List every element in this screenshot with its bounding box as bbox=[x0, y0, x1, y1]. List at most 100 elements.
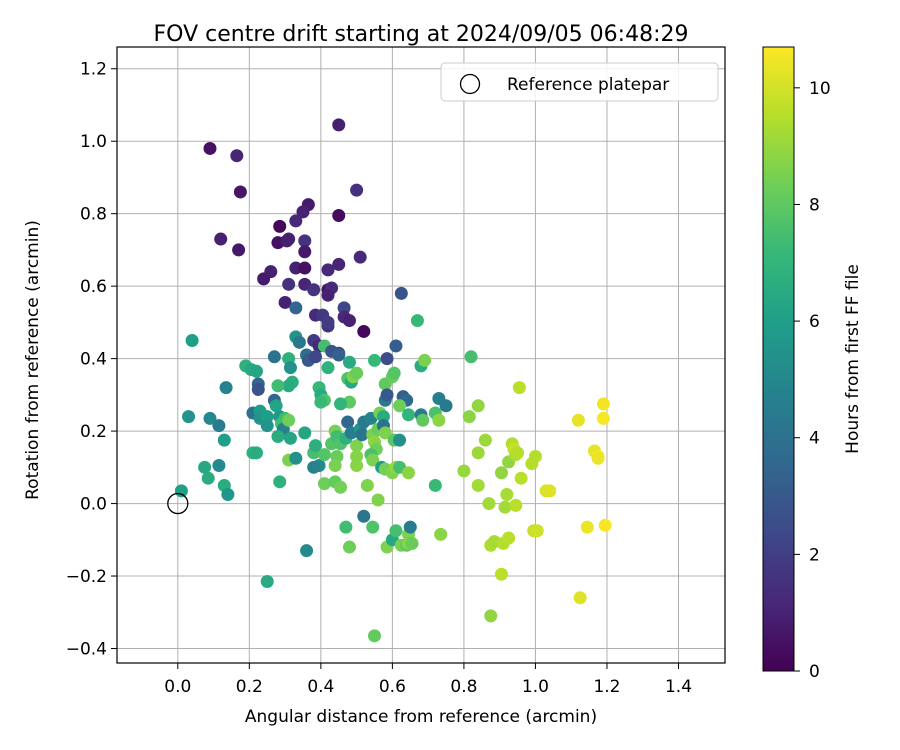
scatter-point bbox=[273, 219, 287, 233]
scatter-point bbox=[350, 439, 364, 453]
colorbar-tick-label: 6 bbox=[809, 312, 820, 332]
x-tick-label: 0.8 bbox=[450, 677, 477, 697]
scatter-point bbox=[357, 324, 371, 338]
scatter-point bbox=[283, 361, 297, 375]
scatter-point bbox=[350, 449, 364, 463]
scatter-point bbox=[482, 497, 496, 511]
scatter-point bbox=[439, 399, 453, 413]
scatter-point bbox=[219, 381, 233, 395]
scatter-point bbox=[298, 261, 312, 275]
scatter-point bbox=[271, 379, 285, 393]
scatter-point bbox=[405, 536, 419, 550]
scatter-point bbox=[203, 141, 217, 155]
scatter-point bbox=[332, 208, 346, 222]
scatter-point bbox=[321, 263, 335, 277]
scatter-point bbox=[366, 453, 380, 467]
plot-frame bbox=[116, 46, 726, 664]
scatter-point bbox=[471, 478, 485, 492]
colorbar-tick-label: 10 bbox=[809, 79, 831, 99]
scatter-point bbox=[342, 540, 356, 554]
colorbar bbox=[762, 46, 795, 672]
scatter-point bbox=[174, 484, 188, 498]
scatter-point bbox=[334, 397, 348, 411]
colorbar-tick-label: 4 bbox=[809, 429, 820, 449]
scatter-point bbox=[498, 500, 512, 514]
y-tick-label: −0.4 bbox=[66, 640, 107, 660]
scatter-point bbox=[484, 609, 498, 623]
scatter-point bbox=[350, 183, 364, 197]
scatter-point bbox=[317, 477, 331, 491]
scatter-point bbox=[471, 399, 485, 413]
colorbar-tick-label: 2 bbox=[809, 545, 820, 565]
scatter-point bbox=[267, 350, 281, 364]
scatter-point bbox=[289, 261, 303, 275]
scatter-point bbox=[212, 459, 226, 473]
scatter-point bbox=[321, 315, 335, 329]
chart-title: FOV centre drift starting at 2024/09/05 … bbox=[154, 22, 689, 47]
scatter-point bbox=[249, 446, 263, 460]
x-tick-label: 0.2 bbox=[236, 677, 263, 697]
scatter-point bbox=[360, 478, 374, 492]
scatter-point bbox=[598, 518, 612, 532]
scatter-point bbox=[471, 446, 485, 460]
grid-lines bbox=[117, 47, 725, 663]
scatter-point bbox=[282, 413, 296, 427]
scatter-point bbox=[401, 466, 415, 480]
scatter-point bbox=[368, 353, 382, 367]
y-tick-label: −0.2 bbox=[66, 567, 107, 587]
scatter-point bbox=[591, 451, 605, 465]
scatter-point bbox=[380, 388, 394, 402]
scatter-point bbox=[500, 488, 514, 502]
scatter-point bbox=[428, 478, 442, 492]
y-tick-label: 0.6 bbox=[80, 277, 107, 297]
y-tick-label: 0.4 bbox=[80, 350, 107, 370]
x-axis-ticks: 0.0 0.2 0.4 0.6 0.8 1.0 1.2 1.4 bbox=[164, 663, 692, 697]
scatter-point bbox=[350, 366, 364, 380]
scatter-point bbox=[307, 460, 321, 474]
scatter-point bbox=[217, 433, 231, 447]
x-axis-label: Angular distance from reference (arcmin) bbox=[245, 707, 597, 727]
scatter-point bbox=[317, 448, 331, 462]
scatter-point bbox=[214, 232, 228, 246]
scatter-point bbox=[342, 314, 356, 328]
scatter-point bbox=[571, 413, 585, 427]
scatter-point bbox=[462, 410, 476, 424]
scatter-point bbox=[368, 629, 382, 643]
scatter-point bbox=[289, 451, 303, 465]
scatter-point bbox=[251, 382, 265, 396]
y-tick-label: 0.2 bbox=[80, 422, 107, 442]
scatter-point bbox=[271, 430, 285, 444]
x-tick-label: 1.4 bbox=[665, 677, 692, 697]
scatter-point bbox=[387, 366, 401, 380]
scatter-point bbox=[230, 149, 244, 163]
y-tick-label: 0.8 bbox=[80, 205, 107, 225]
scatter-point bbox=[371, 493, 385, 507]
scatter-point bbox=[269, 399, 283, 413]
scatter-point bbox=[273, 475, 287, 489]
scatter-point bbox=[321, 288, 335, 302]
scatter-point bbox=[257, 272, 271, 286]
y-axis-label: Rotation from reference (arcmin) bbox=[23, 220, 43, 500]
scatter-point bbox=[401, 408, 415, 422]
scatter-point bbox=[403, 520, 417, 534]
scatter-point bbox=[201, 471, 215, 485]
scatter-point bbox=[502, 531, 516, 545]
scatter-point bbox=[260, 574, 274, 588]
y-axis-ticks: −0.4 −0.2 0.0 0.2 0.4 0.6 0.8 1.0 1.2 bbox=[66, 60, 117, 660]
scatter-point bbox=[434, 527, 448, 541]
scatter-point bbox=[314, 395, 328, 409]
colorbar-tick-label: 0 bbox=[809, 662, 820, 682]
scatter-point bbox=[289, 214, 303, 228]
legend-label: Reference platepar bbox=[507, 75, 669, 95]
scatter-point bbox=[596, 397, 610, 411]
reference-marker-group bbox=[167, 492, 189, 515]
scatter-point bbox=[355, 428, 369, 442]
reference-platepar-marker bbox=[167, 492, 189, 515]
scatter-point bbox=[182, 410, 196, 424]
scatter-point bbox=[332, 118, 346, 132]
x-tick-label: 1.0 bbox=[522, 677, 549, 697]
scatter-point bbox=[296, 205, 310, 219]
scatter-point bbox=[478, 433, 492, 447]
scatter-point bbox=[511, 446, 525, 460]
scatter-point bbox=[512, 381, 526, 395]
